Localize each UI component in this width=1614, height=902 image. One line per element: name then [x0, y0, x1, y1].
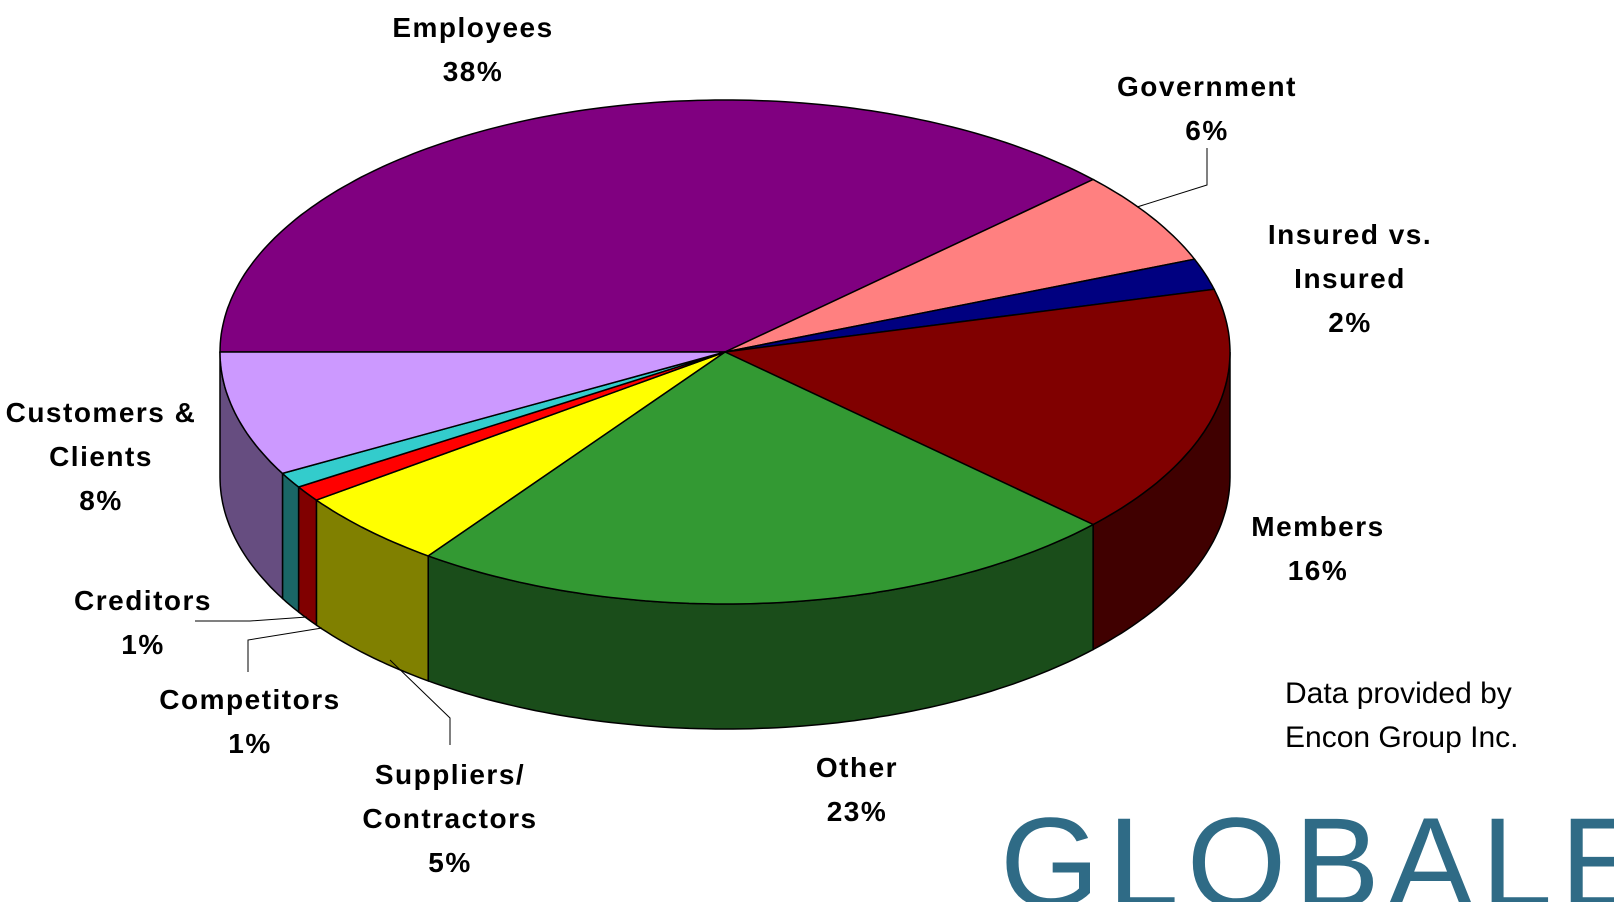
leader-line — [389, 659, 451, 745]
leader-line — [247, 627, 323, 672]
pie-slice — [426, 351, 1095, 605]
value-label: 23% — [826, 796, 888, 827]
logo: GLOBALEX — [1000, 792, 1614, 902]
pie-slice — [724, 178, 1196, 353]
slice-label: Insured vs. Insured 2% — [1240, 213, 1460, 345]
slice-label: Employees 38% — [392, 6, 553, 94]
pie-side — [297, 485, 318, 627]
slice-label: Customers & Clients 8% — [1, 391, 201, 523]
category-label: Competitors — [159, 684, 341, 715]
leader-line — [1136, 148, 1208, 208]
category-label: Insured vs. Insured — [1267, 219, 1433, 294]
annotation: Data provided by Encon Group Inc. — [1285, 677, 1519, 754]
category-label: Suppliers/ Contractors — [362, 759, 538, 834]
value-label: 16% — [1287, 555, 1349, 586]
value-label: 5% — [428, 847, 472, 878]
category-label: Government — [1117, 71, 1297, 102]
value-label: 38% — [442, 56, 504, 87]
category-label: Creditors — [74, 585, 212, 616]
pie-side — [281, 471, 300, 614]
value-label: 1% — [228, 728, 272, 759]
pie-slice — [219, 99, 1095, 353]
pie-slice — [724, 258, 1216, 353]
leader-line — [195, 616, 308, 622]
slice-label: Competitors 1% — [159, 678, 340, 766]
value-label: 8% — [79, 485, 123, 516]
slice-label: Members 16% — [1251, 505, 1384, 593]
category-label: Employees — [392, 12, 554, 43]
pie-slice — [314, 351, 726, 557]
slice-label: Creditors 1% — [74, 579, 212, 667]
slice-label: Government 6% — [1117, 65, 1297, 153]
value-label: 2% — [1328, 307, 1372, 338]
pie-slice — [722, 288, 1231, 526]
category-label: Other — [815, 752, 899, 783]
value-label: 1% — [121, 629, 165, 660]
pie-slice — [219, 351, 726, 475]
slice-label: Suppliers/ Contractors 5% — [340, 753, 560, 885]
slice-label: Other 23% — [816, 746, 898, 834]
value-label: 6% — [1185, 115, 1229, 146]
category-label: Customers & Clients — [5, 397, 197, 472]
category-label: Members — [1251, 511, 1385, 542]
